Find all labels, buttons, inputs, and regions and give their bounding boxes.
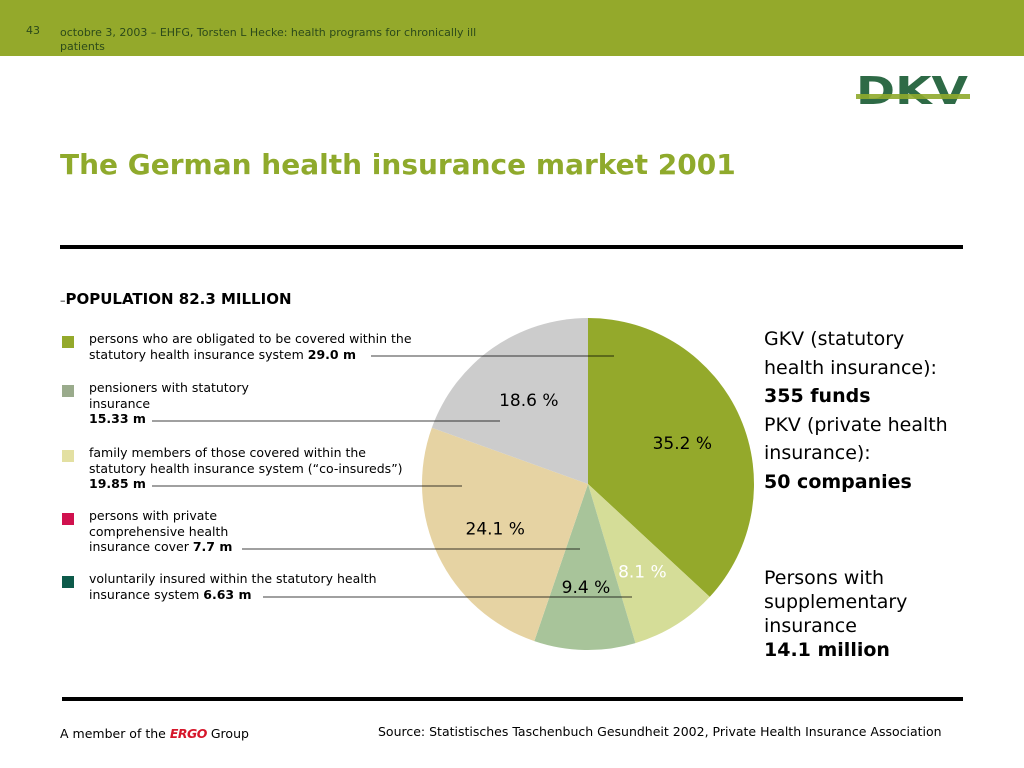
legend-swatch: [62, 385, 74, 397]
gkv-label: GKV (statutory health insurance):: [764, 328, 937, 379]
header-bar: [0, 0, 1024, 56]
pie-slice-4: [431, 317, 588, 484]
pie-label-1: 8.1 %: [618, 562, 667, 582]
legend-value: 6.63 m: [203, 586, 252, 602]
legend-label: persons with private comprehensive healt…: [89, 508, 229, 554]
legend-swatch: [62, 450, 74, 462]
legend-text: voluntarily insured within the statutory…: [89, 571, 409, 602]
bottom-divider: [62, 697, 963, 701]
legend-label: family members of those covered within t…: [89, 445, 403, 476]
supplementary-value: 14.1 million: [764, 639, 890, 661]
legend-text: persons who are obligated to be covered …: [89, 331, 429, 362]
member-line: A member of the ERGO Group: [60, 726, 249, 741]
legend-label: pensioners with statutory insurance: [89, 380, 249, 411]
pie-slice-2: [534, 484, 636, 650]
pie-slice-3: [421, 427, 588, 642]
pkv-value: 50 companies: [764, 470, 912, 493]
gkv-value: 355 funds: [764, 385, 871, 407]
top-divider: [60, 245, 963, 249]
pie-label-2: 9.4 %: [562, 578, 611, 598]
legend-value: 19.85 m: [89, 476, 146, 491]
pie-label-0: 35.2 %: [653, 434, 712, 454]
legend-swatch: [62, 513, 74, 525]
pie-slice-1: [588, 484, 710, 644]
legend-value: 29.0 m: [307, 346, 356, 362]
population-heading: –POPULATION 82.3 MILLION: [60, 290, 292, 308]
legend-text: pensioners with statutory insurance 15.33…: [89, 380, 254, 427]
source-note: Source: Statistisches Taschenbuch Gesund…: [378, 724, 942, 739]
slide-number: 43: [26, 24, 40, 37]
legend-value: 15.33 m: [89, 411, 146, 426]
member-suffix: Group: [210, 726, 249, 741]
legend-value: 7.7 m: [192, 539, 233, 554]
legend-text: persons with private comprehensive healt…: [89, 508, 244, 555]
legend-label: voluntarily insured within the statutory…: [89, 571, 377, 602]
pie-label-4: 18.6 %: [499, 391, 558, 411]
legend-swatch: [62, 336, 74, 348]
legend-text: family members of those covered within t…: [89, 445, 419, 492]
member-prefix: A member of the: [60, 726, 166, 741]
dkv-logo: DKV: [856, 74, 970, 106]
pie-label-3: 24.1 %: [466, 520, 525, 540]
pie-slice-0: [588, 318, 754, 597]
supplementary-label: Persons with supplementary insurance: [764, 567, 908, 637]
pkv-label: PKV (private health insurance):: [764, 413, 948, 465]
legend-label: persons who are obligated to be covered …: [89, 331, 412, 362]
population-label: POPULATION 82.3 MILLION: [65, 290, 292, 308]
supplementary-block: Persons with supplementary insurance 14.…: [764, 566, 924, 662]
page-title: The German health insurance market 2001: [60, 148, 736, 181]
dkv-logo-text: DKV: [856, 74, 969, 106]
ergo-logo: ERGO: [169, 726, 208, 741]
population-dash: –: [60, 294, 66, 307]
header-text: octobre 3, 2003 – EHFG, Torsten L Hecke:…: [60, 26, 477, 53]
legend-swatch: [62, 576, 74, 588]
gkv-pkv-block: GKV (statutory health insurance): 355 fu…: [764, 325, 964, 496]
